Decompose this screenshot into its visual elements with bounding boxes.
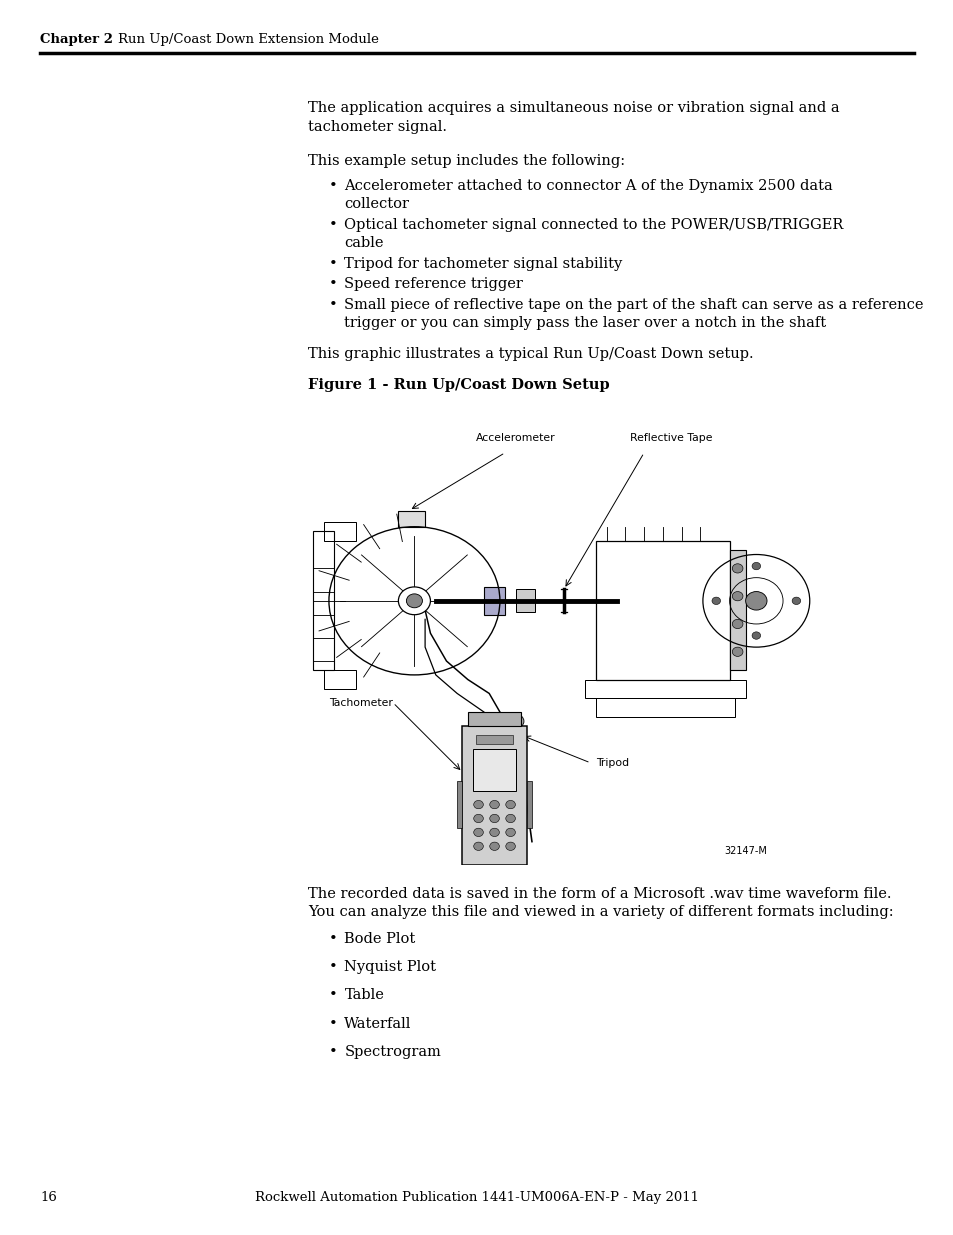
- Bar: [596, 541, 729, 679]
- Bar: [596, 698, 734, 716]
- Text: Accelerometer: Accelerometer: [476, 433, 556, 443]
- Circle shape: [732, 592, 742, 600]
- Text: 32147-M: 32147-M: [723, 846, 766, 856]
- Text: Tripod: Tripod: [596, 758, 629, 768]
- Text: •: •: [329, 298, 337, 312]
- Circle shape: [505, 829, 515, 836]
- Text: •: •: [329, 257, 337, 270]
- Bar: [462, 726, 526, 864]
- Circle shape: [711, 597, 720, 604]
- Bar: [323, 522, 355, 541]
- Circle shape: [474, 842, 483, 851]
- Bar: [467, 711, 520, 726]
- Text: This example setup includes the following:: This example setup includes the followin…: [308, 154, 624, 168]
- Bar: [516, 589, 534, 613]
- Text: collector: collector: [344, 196, 409, 211]
- Circle shape: [489, 800, 498, 809]
- Bar: [476, 735, 513, 745]
- Text: Run Up/Coast Down Extension Module: Run Up/Coast Down Extension Module: [118, 32, 378, 46]
- Text: •: •: [329, 931, 337, 946]
- Bar: [456, 782, 462, 827]
- Text: Tripod for tachometer signal stability: Tripod for tachometer signal stability: [344, 257, 622, 270]
- Circle shape: [505, 814, 515, 823]
- Bar: [323, 671, 355, 689]
- Circle shape: [489, 814, 498, 823]
- Circle shape: [474, 829, 483, 836]
- Text: Bode Plot: Bode Plot: [344, 931, 416, 946]
- Circle shape: [474, 814, 483, 823]
- Text: Accelerometer attached to connector A of the Dynamix 2500 data: Accelerometer attached to connector A of…: [344, 179, 832, 193]
- Circle shape: [751, 562, 760, 569]
- Text: Chapter 2: Chapter 2: [40, 32, 113, 46]
- Circle shape: [489, 829, 498, 836]
- Text: Optical tachometer signal connected to the POWER/USB/TRIGGER: Optical tachometer signal connected to t…: [344, 217, 842, 232]
- Circle shape: [505, 800, 515, 809]
- Text: This graphic illustrates a typical Run Up/Coast Down setup.: This graphic illustrates a typical Run U…: [308, 347, 753, 361]
- Text: Tachometer: Tachometer: [329, 698, 393, 708]
- Bar: [585, 679, 745, 698]
- Circle shape: [406, 594, 422, 608]
- Circle shape: [732, 619, 742, 629]
- Bar: [483, 587, 505, 615]
- Text: Waterfall: Waterfall: [344, 1016, 412, 1030]
- Text: Spectrogram: Spectrogram: [344, 1045, 441, 1058]
- Bar: [473, 748, 516, 790]
- Text: The application acquires a simultaneous noise or vibration signal and a: The application acquires a simultaneous …: [308, 101, 839, 115]
- Text: Small piece of reflective tape on the part of the shaft can serve as a reference: Small piece of reflective tape on the pa…: [344, 298, 923, 312]
- Text: Speed reference trigger: Speed reference trigger: [344, 278, 522, 291]
- Text: 16: 16: [40, 1192, 57, 1204]
- Circle shape: [745, 592, 766, 610]
- Bar: [313, 531, 334, 671]
- Bar: [526, 782, 532, 827]
- Bar: [398, 510, 425, 526]
- Text: •: •: [329, 1045, 337, 1058]
- Text: cable: cable: [344, 236, 383, 249]
- Circle shape: [732, 563, 742, 573]
- Circle shape: [507, 714, 523, 729]
- Text: The recorded data is saved in the form of a Microsoft .wav time waveform file.: The recorded data is saved in the form o…: [308, 887, 891, 902]
- Text: Rockwell Automation Publication 1441-UM006A-EN-P - May 2011: Rockwell Automation Publication 1441-UM0…: [254, 1192, 699, 1204]
- Circle shape: [505, 842, 515, 851]
- Text: •: •: [329, 278, 337, 291]
- Circle shape: [474, 800, 483, 809]
- Circle shape: [732, 647, 742, 656]
- Text: trigger or you can simply pass the laser over a notch in the shaft: trigger or you can simply pass the laser…: [344, 316, 825, 331]
- Text: •: •: [329, 1016, 337, 1030]
- Text: •: •: [329, 217, 337, 232]
- Text: Reflective Tape: Reflective Tape: [629, 433, 711, 443]
- Circle shape: [398, 587, 430, 615]
- Text: Table: Table: [344, 988, 384, 1003]
- Text: Figure 1 - Run Up/Coast Down Setup: Figure 1 - Run Up/Coast Down Setup: [308, 378, 609, 391]
- Text: tachometer signal.: tachometer signal.: [308, 120, 447, 133]
- Text: You can analyze this file and viewed in a variety of different formats including: You can analyze this file and viewed in …: [308, 905, 893, 919]
- Text: •: •: [329, 960, 337, 974]
- Circle shape: [791, 597, 800, 604]
- Text: •: •: [329, 179, 337, 193]
- Text: •: •: [329, 988, 337, 1003]
- Circle shape: [489, 842, 498, 851]
- Bar: [729, 550, 745, 671]
- Circle shape: [751, 632, 760, 640]
- Text: Nyquist Plot: Nyquist Plot: [344, 960, 436, 974]
